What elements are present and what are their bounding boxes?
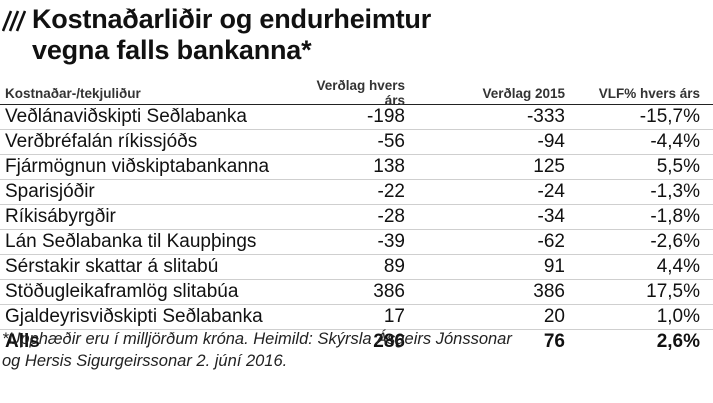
table-row: Sparisjóðir -22 -24 -1,3% — [0, 180, 713, 205]
row-gdp: -4,4% — [650, 131, 700, 152]
row-gdp: -15,7% — [639, 106, 700, 127]
title-line-2: vegna falls bankanna* — [32, 35, 312, 65]
header-current-prices: Verðlag hvers árs — [316, 78, 405, 108]
row-label: Veðlánaviðskipti Seðlabanka — [5, 106, 247, 127]
title-line-1: Kostnaðarliðir og endurheimtur — [32, 4, 432, 34]
total-label: Alls — [5, 331, 40, 352]
row-2015: 91 — [543, 256, 565, 277]
row-2015: 125 — [533, 156, 565, 177]
table-row: Gjaldeyrisviðskipti Seðlabanka 17 20 1,0… — [0, 305, 713, 330]
table-row: Veðlánaviðskipti Seðlabanka -198 -333 -1… — [0, 105, 713, 130]
row-2015: -34 — [537, 206, 565, 227]
row-gdp: 1,0% — [656, 306, 700, 327]
row-2015: 386 — [533, 281, 565, 302]
row-current: 138 — [373, 156, 405, 177]
table-row: Lán Seðlabanka til Kaupþings -39 -62 -2,… — [0, 230, 713, 255]
header-item: Kostnaðar-/tekjuliður — [5, 85, 141, 101]
row-current: -198 — [366, 106, 405, 127]
row-label: Fjármögnun viðskiptabankanna — [5, 156, 270, 177]
row-label: Sérstakir skattar á slitabú — [5, 256, 219, 277]
row-gdp: 17,5% — [646, 281, 700, 302]
total-gdp: 2,6% — [656, 331, 700, 352]
table-row: Fjármögnun viðskiptabankanna 138 125 5,5… — [0, 155, 713, 180]
page-title: Kostnaðarliðir og endurheimtur vegna fal… — [32, 4, 431, 66]
total-current: 286 — [373, 331, 405, 352]
cost-table: Kostnaðar-/tekjuliður Verðlag hvers árs … — [0, 78, 713, 354]
row-current: 89 — [383, 256, 405, 277]
source-footnote: *Upphæðir eru í milljörðum króna. Heimil… — [2, 328, 512, 372]
row-2015: -94 — [537, 131, 565, 152]
row-gdp: 4,4% — [656, 256, 700, 277]
header-gdp-percent: VLF% hvers árs — [598, 85, 700, 101]
table-row: Stöðugleikaframlög slitabúa 386 386 17,5… — [0, 280, 713, 305]
table-header: Kostnaðar-/tekjuliður Verðlag hvers árs … — [0, 78, 713, 108]
table-row: Verðbréfalán ríkissjóðs -56 -94 -4,4% — [0, 130, 713, 155]
row-current: -28 — [377, 206, 405, 227]
row-gdp: 5,5% — [656, 156, 700, 177]
footnote-line-1: *Upphæðir eru í milljörðum króna. Heimil… — [2, 330, 512, 348]
diagonal-stripes-icon — [2, 10, 26, 32]
row-label: Verðbréfalán ríkissjóðs — [5, 131, 198, 152]
row-gdp: -1,8% — [650, 206, 700, 227]
row-current: -22 — [377, 181, 405, 202]
row-label: Ríkisábyrgðir — [5, 206, 116, 227]
row-current: -39 — [377, 231, 405, 252]
row-label: Stöðugleikaframlög slitabúa — [5, 281, 239, 302]
row-label: Lán Seðlabanka til Kaupþings — [5, 231, 257, 252]
row-label: Sparisjóðir — [5, 181, 95, 202]
table-row: Ríkisábyrgðir -28 -34 -1,8% — [0, 205, 713, 230]
row-2015: -62 — [537, 231, 565, 252]
row-current: 386 — [373, 281, 405, 302]
footnote-line-2: og Hersis Sigurgeirssonar 2. júní 2016. — [2, 352, 288, 370]
table-row: Sérstakir skattar á slitabú 89 91 4,4% — [0, 255, 713, 280]
row-2015: 20 — [543, 306, 565, 327]
header-2015-prices: Verðlag 2015 — [482, 85, 565, 101]
row-current: -56 — [377, 131, 405, 152]
row-current: 17 — [383, 306, 405, 327]
total-row: Alls 286 76 2,6% — [0, 330, 713, 354]
row-gdp: -1,3% — [650, 181, 700, 202]
row-label: Gjaldeyrisviðskipti Seðlabanka — [5, 306, 263, 327]
row-2015: -24 — [537, 181, 565, 202]
total-2015: 76 — [543, 331, 565, 352]
row-gdp: -2,6% — [650, 231, 700, 252]
row-2015: -333 — [526, 106, 565, 127]
